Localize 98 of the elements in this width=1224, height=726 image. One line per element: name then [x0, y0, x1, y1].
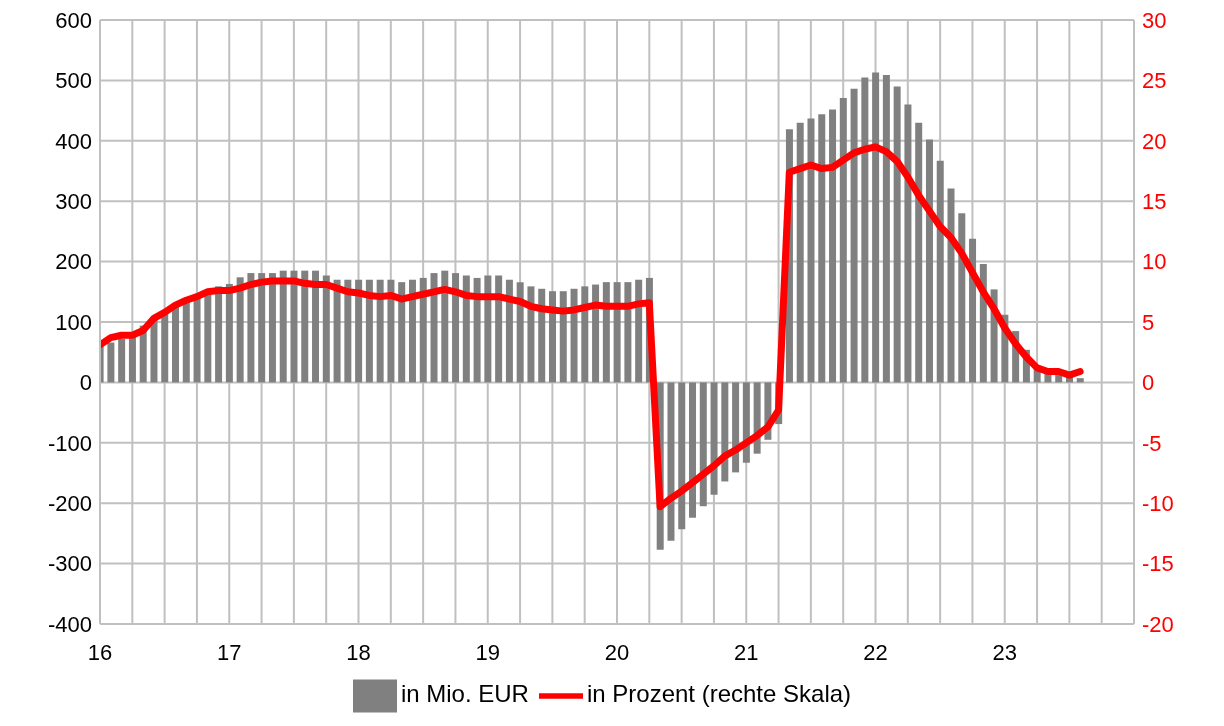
bar [258, 273, 266, 383]
bar [947, 188, 955, 383]
bar [872, 72, 880, 383]
x-tick-label: 20 [604, 639, 630, 665]
y-tick-label: 600 [55, 7, 92, 33]
bar [516, 282, 524, 383]
bar [495, 275, 503, 383]
bar [936, 160, 944, 383]
bar [408, 279, 416, 383]
bar [624, 282, 632, 383]
bar [958, 213, 966, 383]
bar [419, 277, 427, 383]
y-tick-label: 100 [55, 309, 92, 335]
y2-tick-label: 0 [1142, 370, 1155, 396]
bar [430, 273, 438, 383]
bar [215, 286, 223, 383]
bar [839, 97, 847, 383]
bar [247, 273, 255, 383]
bar [807, 118, 815, 383]
y-tick-label: -100 [47, 430, 92, 456]
bar [710, 382, 718, 495]
x-tick-label: 19 [475, 639, 500, 665]
y-tick-label: 300 [55, 189, 92, 215]
bar [441, 270, 449, 383]
y2-tick-label: 5 [1142, 309, 1155, 335]
x-tick-label: 18 [346, 639, 371, 665]
y-tick-label: -200 [47, 491, 92, 517]
x-tick-label: 23 [992, 639, 1017, 665]
y-tick-label: -400 [47, 611, 92, 637]
bar [538, 288, 546, 383]
bar [268, 273, 276, 383]
y-tick-label: 500 [55, 68, 92, 94]
bar [592, 284, 600, 383]
x-tick-label: 17 [217, 639, 242, 665]
bar [699, 382, 707, 507]
bar [581, 286, 589, 383]
bar [732, 382, 740, 473]
bar [527, 286, 535, 383]
legend-label: in Prozent (rechte Skala) [586, 680, 852, 708]
bar [462, 275, 470, 383]
bar [850, 88, 858, 383]
bar [118, 338, 126, 383]
bar [548, 291, 556, 383]
bar [225, 283, 233, 383]
bar [678, 382, 686, 530]
y-tick-label: -300 [47, 551, 92, 577]
bar [344, 279, 352, 383]
bar [312, 270, 320, 383]
legend-label: in Mio. EUR [400, 680, 529, 708]
y2-tick-label: 20 [1142, 128, 1167, 154]
y-tick-label: 0 [79, 370, 92, 396]
bar [904, 104, 912, 383]
bar [613, 282, 621, 383]
bar [893, 86, 901, 383]
y2-tick-label: 15 [1142, 189, 1167, 215]
bar [915, 122, 923, 383]
y2-tick-label: 10 [1142, 249, 1167, 275]
bar [925, 139, 933, 383]
bar [365, 279, 373, 383]
bar [796, 122, 804, 383]
bar [107, 342, 115, 383]
y2-tick-label: -5 [1142, 430, 1162, 456]
bar [667, 382, 675, 541]
bar [689, 382, 697, 518]
bar [398, 282, 406, 383]
y2-tick-label: -10 [1142, 491, 1174, 517]
bar [505, 279, 513, 383]
bar [602, 282, 610, 383]
y2-tick-label: -20 [1142, 611, 1174, 637]
bar [829, 109, 837, 383]
y-tick-label: 400 [55, 128, 92, 154]
bar [452, 273, 460, 383]
bar [376, 279, 384, 383]
bar [473, 277, 481, 383]
bar [818, 114, 826, 383]
y2-tick-label: 30 [1142, 7, 1167, 33]
bar [721, 382, 729, 482]
bar [635, 279, 643, 383]
bar [484, 275, 492, 383]
bar [861, 77, 869, 383]
y2-tick-label: 25 [1142, 68, 1167, 94]
bar [279, 270, 287, 383]
x-tick-label: 16 [87, 639, 113, 665]
bar [570, 288, 578, 383]
bar [290, 270, 298, 383]
bar [236, 277, 244, 383]
bar [301, 270, 309, 383]
x-tick-label: 22 [863, 639, 888, 665]
bar [333, 279, 341, 383]
y2-tick-label: -15 [1142, 551, 1174, 577]
bar [882, 74, 890, 383]
bar [559, 291, 567, 383]
bar [1076, 378, 1084, 383]
bar [387, 279, 395, 383]
x-tick-label: 21 [734, 639, 759, 665]
bar [322, 275, 330, 383]
bar [355, 279, 363, 383]
y-tick-label: 200 [55, 249, 92, 275]
